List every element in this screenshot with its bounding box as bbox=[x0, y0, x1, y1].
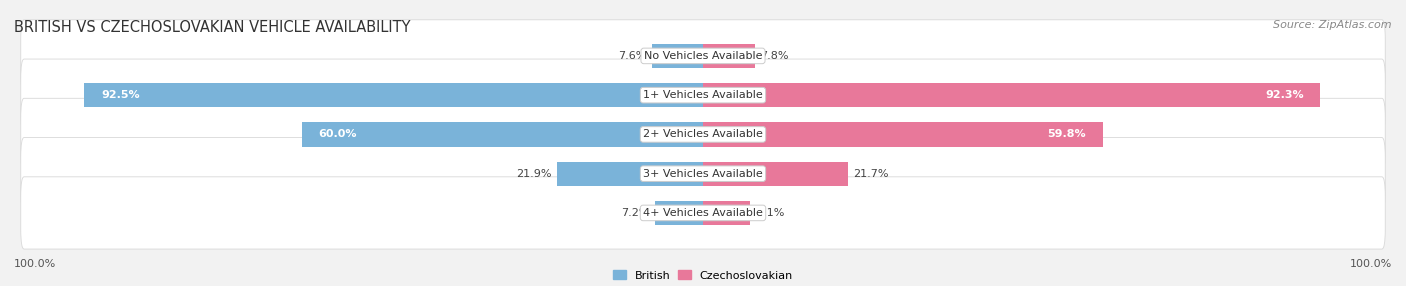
Text: 100.0%: 100.0% bbox=[14, 259, 56, 269]
Bar bbox=[703, 44, 755, 68]
Text: 7.1%: 7.1% bbox=[756, 208, 785, 218]
Text: 59.8%: 59.8% bbox=[1047, 130, 1087, 139]
Text: 92.3%: 92.3% bbox=[1265, 90, 1303, 100]
FancyBboxPatch shape bbox=[21, 177, 1385, 249]
Text: 21.7%: 21.7% bbox=[853, 169, 889, 179]
Bar bbox=[703, 201, 751, 225]
Text: 2+ Vehicles Available: 2+ Vehicles Available bbox=[643, 130, 763, 139]
Bar bbox=[655, 201, 703, 225]
Bar bbox=[302, 122, 703, 147]
Text: 4+ Vehicles Available: 4+ Vehicles Available bbox=[643, 208, 763, 218]
Bar bbox=[652, 44, 703, 68]
Text: No Vehicles Available: No Vehicles Available bbox=[644, 51, 762, 61]
Text: 7.8%: 7.8% bbox=[761, 51, 789, 61]
FancyBboxPatch shape bbox=[21, 20, 1385, 92]
FancyBboxPatch shape bbox=[21, 98, 1385, 170]
Text: Source: ZipAtlas.com: Source: ZipAtlas.com bbox=[1274, 20, 1392, 30]
Text: 21.9%: 21.9% bbox=[516, 169, 551, 179]
Text: 1+ Vehicles Available: 1+ Vehicles Available bbox=[643, 90, 763, 100]
Bar bbox=[703, 162, 848, 186]
Text: BRITISH VS CZECHOSLOVAKIAN VEHICLE AVAILABILITY: BRITISH VS CZECHOSLOVAKIAN VEHICLE AVAIL… bbox=[14, 20, 411, 35]
Legend: British, Czechoslovakian: British, Czechoslovakian bbox=[609, 266, 797, 285]
Text: 7.2%: 7.2% bbox=[621, 208, 650, 218]
FancyBboxPatch shape bbox=[21, 59, 1385, 131]
Bar bbox=[703, 83, 1320, 107]
Text: 100.0%: 100.0% bbox=[1350, 259, 1392, 269]
Bar bbox=[557, 162, 703, 186]
Text: 92.5%: 92.5% bbox=[101, 90, 139, 100]
Text: 60.0%: 60.0% bbox=[318, 130, 357, 139]
Text: 3+ Vehicles Available: 3+ Vehicles Available bbox=[643, 169, 763, 179]
Text: 7.6%: 7.6% bbox=[619, 51, 647, 61]
Bar bbox=[84, 83, 703, 107]
FancyBboxPatch shape bbox=[21, 138, 1385, 210]
Bar bbox=[703, 122, 1102, 147]
